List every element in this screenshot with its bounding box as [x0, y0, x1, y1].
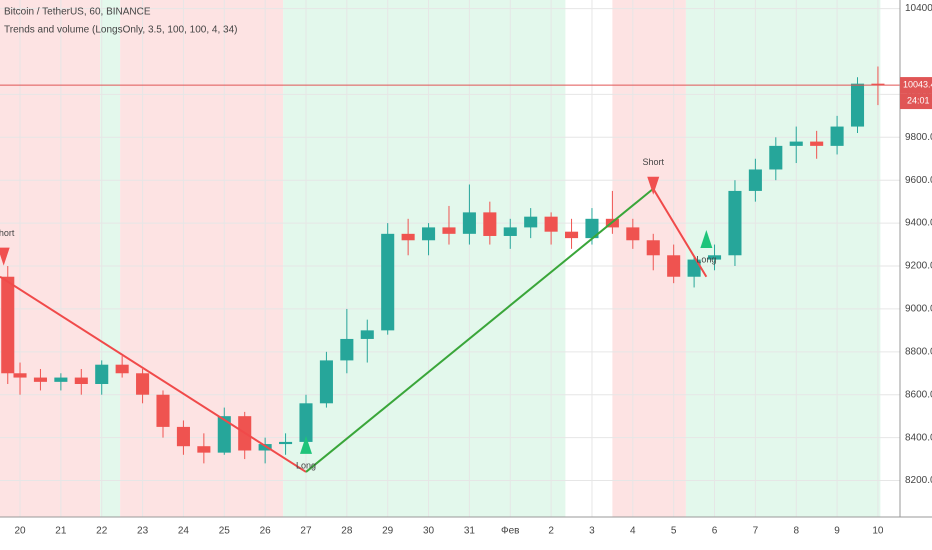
candle-body	[115, 364, 129, 374]
trend-zone	[100, 0, 121, 517]
signal-label: Short	[642, 157, 664, 167]
candle-body	[33, 377, 47, 382]
last-price-label: 10043.43	[903, 79, 932, 89]
signal-marker	[299, 435, 312, 454]
candle-body	[503, 227, 517, 236]
candle-body	[626, 227, 640, 241]
x-tick-label: 21	[55, 526, 67, 537]
x-tick-label: Фев	[501, 526, 519, 537]
x-tick-label: 24	[178, 526, 190, 537]
x-tick-label: 2	[548, 526, 554, 537]
candle-body	[707, 255, 722, 260]
x-tick-label: 10	[872, 526, 884, 537]
x-tick-label: 8	[793, 526, 799, 537]
y-tick-label: 9400.00	[905, 218, 932, 229]
candle-body	[769, 145, 783, 170]
y-tick-label: 9600.00	[905, 175, 932, 186]
candle-body	[524, 216, 538, 228]
trend-line	[652, 188, 708, 278]
x-tick-label: 29	[382, 526, 394, 537]
x-tick-label: 20	[14, 526, 26, 537]
x-tick-label: 5	[671, 526, 677, 537]
x-tick-label: 25	[219, 526, 231, 537]
candle-body	[871, 83, 885, 86]
chart-title: Bitcoin / TetherUS, 60, BINANCE	[4, 7, 151, 18]
x-tick-label: 9	[834, 526, 840, 537]
candle-body	[483, 212, 497, 236]
x-tick-label: 23	[137, 526, 149, 537]
candle-body	[1, 276, 15, 374]
trend-line	[305, 188, 654, 473]
candle-body	[360, 330, 374, 339]
candle-body	[156, 394, 170, 427]
candle-body	[422, 227, 436, 241]
candle-body	[442, 227, 456, 234]
candle-body	[646, 240, 660, 256]
candle-body	[789, 141, 803, 146]
y-tick-label: 8800.00	[905, 346, 932, 357]
candle-body	[217, 416, 231, 453]
candle-body	[95, 364, 109, 384]
plot-area: Short Long Short Long	[0, 0, 900, 517]
signal-marker	[0, 247, 10, 266]
signal-label: Long	[696, 254, 716, 264]
y-tick-label: 8200.00	[905, 475, 932, 486]
last-price-tag	[900, 77, 932, 94]
candle-body	[381, 233, 395, 331]
candle-body	[810, 141, 824, 146]
candle-body	[748, 169, 762, 191]
x-tick-label: 26	[260, 526, 272, 537]
x-tick-label: 27	[300, 526, 312, 537]
x-tick-label: 3	[589, 526, 595, 537]
candle-body	[687, 259, 701, 277]
candle-body	[728, 190, 742, 256]
trend-zone	[120, 0, 284, 517]
y-tick-label: 9200.00	[905, 261, 932, 272]
x-tick-label: 30	[423, 526, 435, 537]
indicator-label: Trends and volume (LongsOnly, 3.5, 100, …	[4, 25, 237, 36]
countdown-tag	[900, 93, 932, 110]
trend-zone	[283, 0, 566, 517]
y-tick-label: 8400.00	[905, 432, 932, 443]
candle-body	[74, 377, 88, 384]
x-tick-label: 31	[464, 526, 476, 537]
signal-marker	[647, 176, 660, 195]
signal-label: Short	[0, 228, 15, 238]
countdown-label: 24:01	[907, 95, 930, 105]
y-tick-label: 9000.00	[905, 304, 932, 315]
y-tick-label: 8600.00	[905, 389, 932, 400]
candle-body	[830, 126, 844, 146]
candle-body	[279, 441, 293, 445]
candle-body	[585, 218, 599, 239]
candle-body	[197, 446, 211, 453]
candle-body	[462, 212, 476, 234]
x-tick-label: 6	[712, 526, 718, 537]
candle-body	[565, 231, 579, 239]
candle-body	[544, 216, 558, 232]
candle-body	[319, 360, 333, 404]
trend-zone	[0, 0, 101, 517]
y-tick-label: 10400.00	[905, 3, 932, 14]
candle-body	[258, 444, 272, 451]
x-tick-label: 4	[630, 526, 636, 537]
candle-body	[667, 255, 681, 277]
candle-body	[136, 373, 150, 395]
x-tick-label: 28	[341, 526, 353, 537]
candle-body	[299, 403, 313, 442]
candle-body	[54, 377, 68, 382]
x-tick-label: 22	[96, 526, 108, 537]
candle-body	[401, 233, 415, 241]
candle-body	[850, 83, 865, 127]
x-tick-label: 7	[753, 526, 759, 537]
candle-body	[340, 338, 354, 361]
trend-line	[0, 275, 307, 473]
candle-body	[176, 426, 190, 447]
signal-label: Long	[296, 460, 316, 470]
candle-body	[13, 373, 27, 378]
signal-marker	[700, 229, 713, 248]
y-tick-label: 9800.00	[905, 132, 932, 143]
